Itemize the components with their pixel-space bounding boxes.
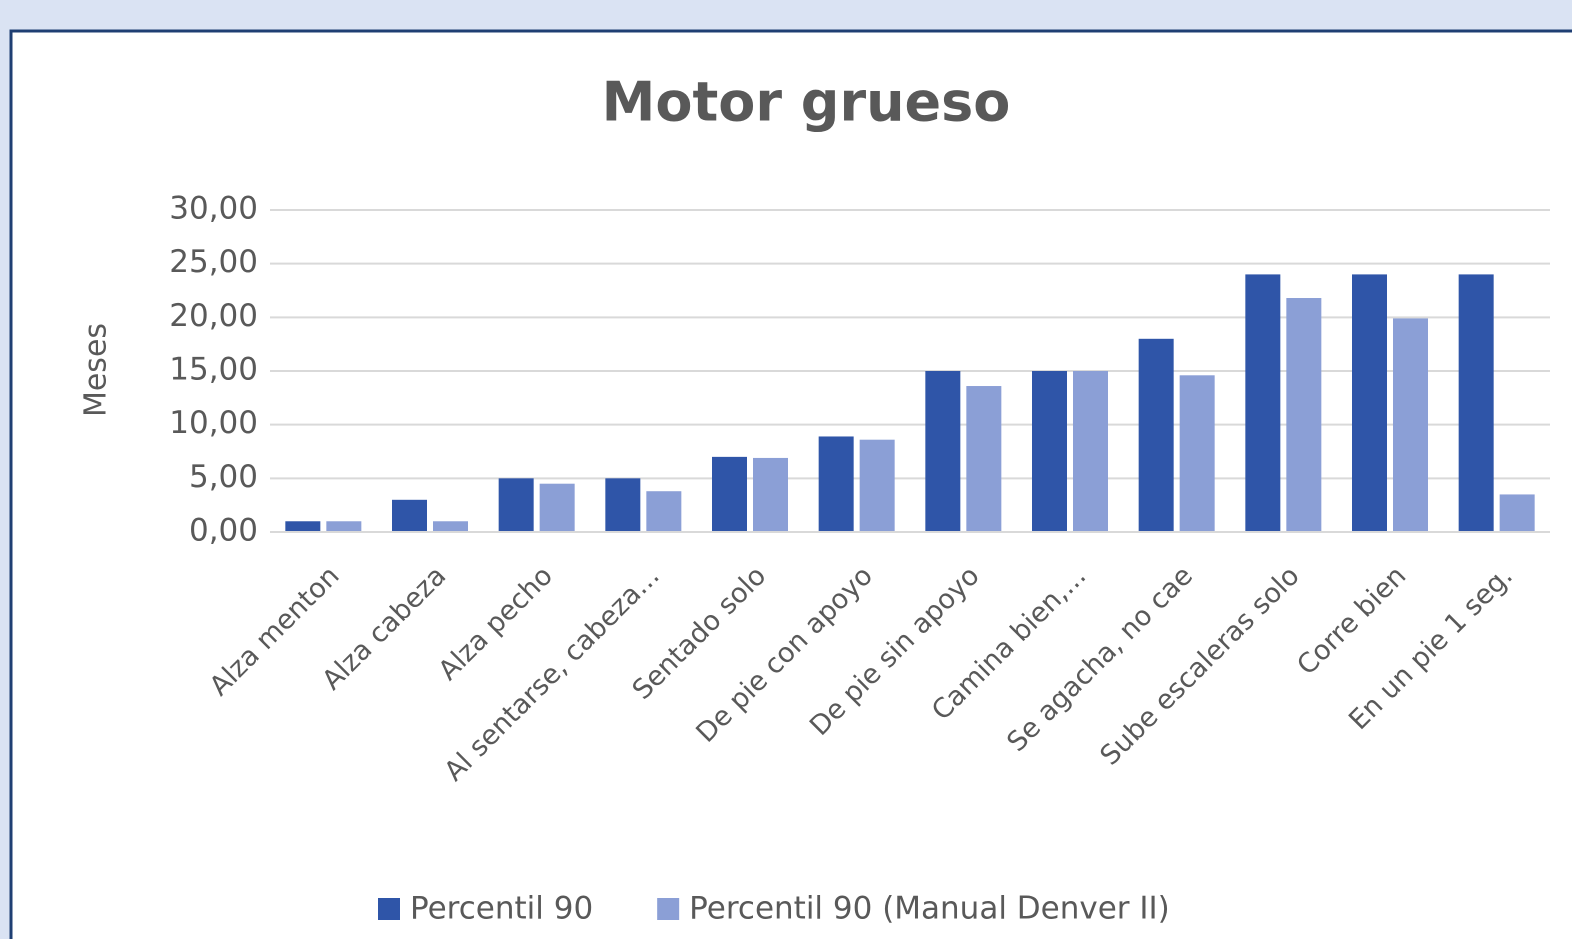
bar [1286,298,1322,532]
legend-label: Percentil 90 (Manual Denver II) [689,891,1170,927]
bar [753,457,788,532]
bar [1245,274,1281,532]
legend-swatch [378,898,400,920]
bar [1073,371,1108,532]
bar [539,483,575,532]
bar [1138,338,1174,532]
bar [392,499,427,532]
bar [1352,274,1387,532]
bar [605,478,641,532]
y-tick-label: 30,00 [169,191,258,227]
bar [1393,318,1428,532]
bar [285,521,321,532]
y-tick-label: 0,00 [189,513,258,549]
bar [1179,375,1215,532]
bar [859,439,895,532]
bar [326,521,362,532]
bar [1458,274,1494,532]
y-tick-label: 25,00 [169,244,258,280]
y-tick-label: 15,00 [169,352,258,388]
y-axis-label: Meses [79,323,114,417]
bar [925,371,961,532]
y-tick-label: 10,00 [169,405,258,441]
bar [498,478,534,532]
bar [712,456,747,532]
chart-title: Motor grueso [602,71,1011,134]
bar [646,491,682,532]
bar [1499,494,1535,532]
y-tick-label: 5,00 [189,459,258,495]
y-tick-label: 20,00 [169,298,258,334]
bar [1032,371,1067,532]
legend-label: Percentil 90 [410,891,593,927]
bar [818,436,854,532]
bar [966,386,1002,532]
legend-swatch [657,898,680,920]
bar [433,521,468,532]
